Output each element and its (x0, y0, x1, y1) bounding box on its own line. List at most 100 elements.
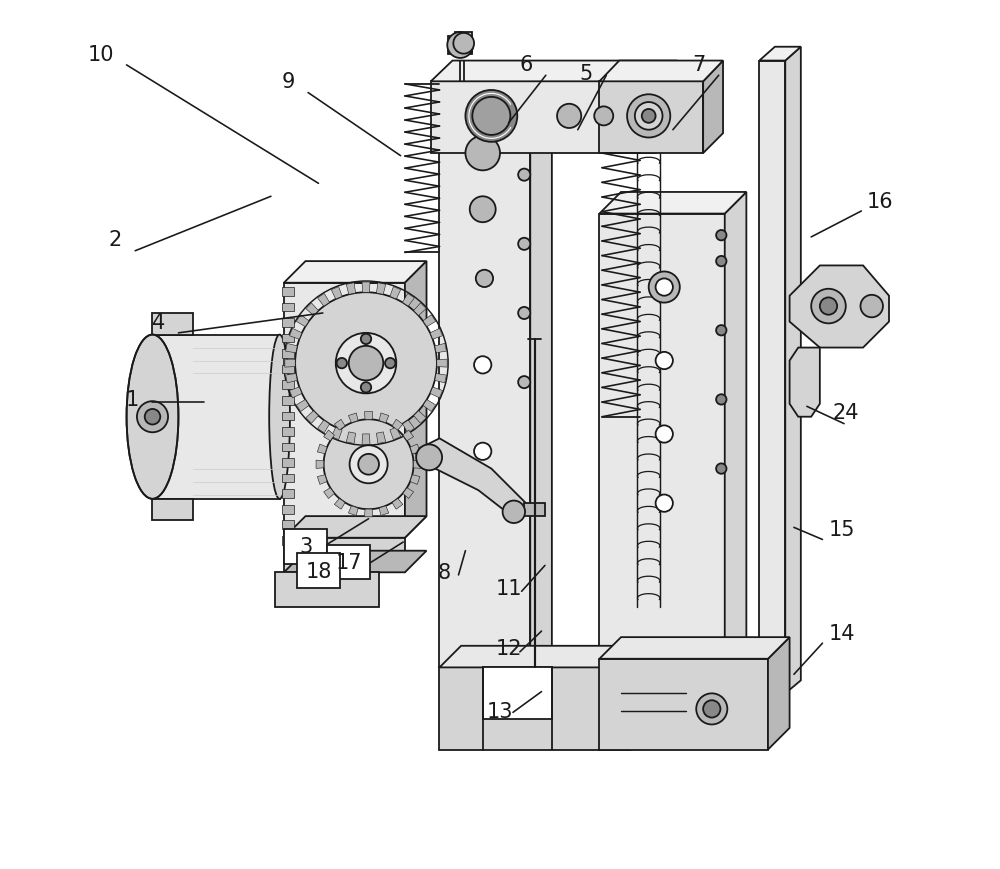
Polygon shape (790, 348, 820, 417)
Polygon shape (324, 430, 334, 441)
Circle shape (350, 446, 388, 484)
Polygon shape (423, 315, 436, 328)
Polygon shape (284, 283, 405, 538)
Polygon shape (379, 414, 389, 423)
Polygon shape (152, 335, 280, 500)
Polygon shape (284, 551, 427, 573)
Polygon shape (599, 215, 725, 659)
Polygon shape (414, 411, 426, 424)
Polygon shape (599, 83, 703, 154)
Circle shape (447, 33, 473, 59)
Polygon shape (282, 459, 294, 468)
Polygon shape (362, 282, 370, 293)
Polygon shape (282, 536, 294, 545)
Polygon shape (410, 445, 420, 454)
Text: 24: 24 (833, 403, 859, 423)
Text: 2: 2 (109, 230, 122, 250)
Circle shape (594, 107, 613, 126)
Polygon shape (759, 48, 801, 62)
Polygon shape (331, 288, 342, 300)
Polygon shape (725, 193, 746, 659)
Circle shape (627, 96, 670, 138)
Polygon shape (286, 344, 297, 354)
Polygon shape (423, 400, 436, 412)
Circle shape (696, 693, 727, 725)
Polygon shape (348, 507, 358, 516)
Circle shape (820, 298, 837, 315)
Circle shape (416, 445, 442, 471)
Polygon shape (599, 193, 746, 215)
Circle shape (716, 231, 726, 241)
Polygon shape (439, 83, 552, 102)
Polygon shape (318, 421, 330, 434)
Polygon shape (284, 516, 427, 538)
Polygon shape (439, 102, 530, 667)
Circle shape (518, 238, 530, 250)
Circle shape (656, 495, 673, 512)
Circle shape (465, 91, 517, 143)
Polygon shape (290, 329, 302, 340)
Circle shape (716, 326, 726, 336)
Polygon shape (284, 262, 427, 283)
Polygon shape (316, 461, 324, 469)
Text: 3: 3 (299, 537, 312, 557)
Circle shape (337, 359, 347, 368)
Polygon shape (282, 366, 294, 374)
Circle shape (642, 109, 656, 123)
Polygon shape (431, 83, 656, 154)
Polygon shape (282, 335, 294, 343)
Polygon shape (317, 445, 327, 454)
Text: 12: 12 (495, 639, 522, 659)
Polygon shape (282, 381, 294, 389)
Circle shape (361, 335, 371, 345)
Text: 18: 18 (305, 561, 332, 580)
Circle shape (465, 136, 500, 171)
Circle shape (474, 443, 491, 461)
Polygon shape (282, 428, 294, 436)
Circle shape (656, 279, 673, 296)
Polygon shape (290, 388, 302, 398)
Polygon shape (324, 488, 334, 499)
Polygon shape (286, 374, 297, 383)
Polygon shape (334, 499, 345, 509)
Polygon shape (282, 350, 294, 359)
Circle shape (324, 420, 414, 509)
Polygon shape (410, 475, 420, 485)
Circle shape (472, 97, 510, 136)
Circle shape (518, 308, 530, 320)
Polygon shape (448, 37, 472, 55)
Circle shape (649, 272, 680, 303)
Circle shape (656, 353, 673, 369)
Text: 10: 10 (87, 44, 114, 64)
Ellipse shape (269, 335, 290, 500)
Polygon shape (703, 62, 723, 154)
Circle shape (470, 197, 496, 223)
Polygon shape (455, 33, 472, 53)
Polygon shape (599, 62, 723, 83)
Circle shape (557, 104, 581, 129)
Polygon shape (346, 433, 356, 444)
Polygon shape (282, 319, 294, 328)
Polygon shape (317, 475, 327, 485)
Polygon shape (430, 329, 443, 340)
Polygon shape (376, 433, 386, 444)
Circle shape (635, 103, 663, 130)
Circle shape (503, 501, 525, 523)
FancyBboxPatch shape (297, 554, 340, 588)
Text: 11: 11 (495, 578, 522, 598)
Polygon shape (599, 659, 768, 750)
Polygon shape (348, 414, 358, 423)
Polygon shape (282, 505, 294, 514)
Polygon shape (282, 288, 294, 296)
Polygon shape (306, 411, 318, 424)
Circle shape (474, 357, 491, 374)
Polygon shape (346, 283, 356, 295)
Polygon shape (530, 83, 552, 667)
Polygon shape (790, 266, 889, 348)
Polygon shape (282, 521, 294, 529)
Polygon shape (431, 62, 677, 83)
Polygon shape (364, 509, 373, 517)
Polygon shape (630, 646, 651, 750)
Polygon shape (390, 428, 401, 440)
Polygon shape (285, 360, 295, 368)
